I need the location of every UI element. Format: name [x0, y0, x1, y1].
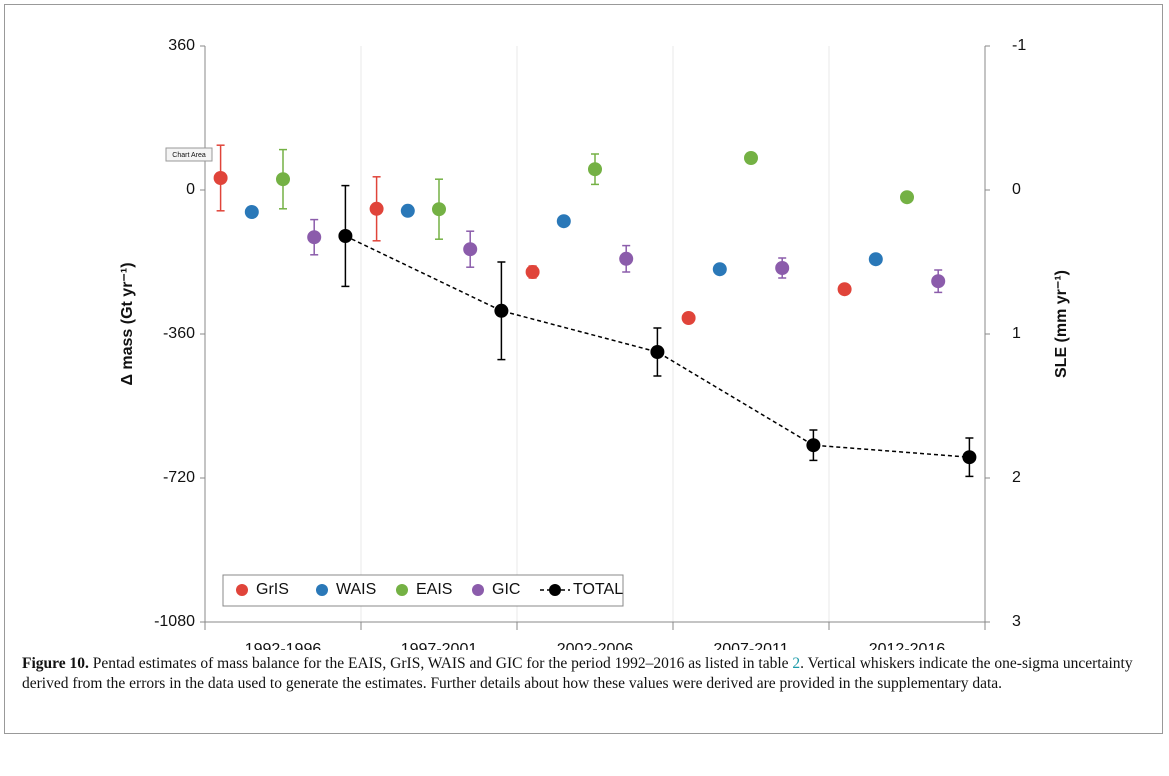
table-link[interactable]: 2: [792, 655, 801, 672]
legend-label: WAIS: [336, 581, 376, 598]
point: [806, 438, 821, 453]
point: [868, 252, 883, 267]
point: [494, 303, 509, 318]
y2-tick-label: 0: [1012, 181, 1021, 198]
caption-label: Figure 10.: [22, 655, 89, 672]
point: [650, 345, 665, 359]
legend-swatch: [549, 584, 561, 596]
point: [681, 311, 696, 325]
point: [369, 201, 384, 216]
point: [338, 229, 353, 243]
point: [432, 202, 446, 217]
x-tick-label: 2002-2006: [557, 641, 634, 650]
y2-tick-label: 2: [1012, 469, 1021, 486]
caption: Figure 10. Pentad estimates of mass bala…: [22, 654, 1147, 694]
legend-label: TOTAL: [573, 581, 623, 598]
chart: -1080 -720 -360 0 360 -1 0 1 2 3 1992-1996 1997-200…: [119, 37, 1070, 650]
point: [744, 151, 758, 165]
point: [775, 261, 790, 275]
tooltip: Chart Area: [172, 152, 206, 159]
x-tick-label: 2012-2016: [869, 641, 946, 650]
point: [307, 230, 322, 245]
point: [276, 172, 290, 187]
point: [463, 242, 478, 257]
legend-swatch: [472, 584, 484, 596]
figure-frame: [4, 4, 1163, 734]
series-line: [345, 235, 970, 458]
y2-tick-label: -1: [1012, 37, 1026, 54]
legend-swatch: [236, 584, 248, 596]
x-tick-label: 1992-1996: [245, 641, 322, 650]
y-tick-label: 360: [168, 37, 195, 54]
y-tick-label: -720: [163, 469, 195, 486]
point: [556, 214, 571, 229]
point: [931, 274, 946, 289]
y-tick-label: -360: [163, 325, 195, 342]
legend-swatch: [316, 584, 328, 596]
y2-tick-label: 1: [1012, 325, 1021, 342]
x-tick-label: 1997-2001: [401, 641, 478, 650]
y-tick-label: -1080: [154, 613, 195, 630]
point: [244, 205, 259, 219]
y2-tick-label: 3: [1012, 613, 1021, 630]
y-tick-label: 0: [186, 181, 195, 198]
point: [619, 251, 634, 266]
point: [712, 262, 727, 277]
point: [213, 171, 228, 185]
legend-label: EAIS: [416, 581, 452, 598]
point: [588, 162, 602, 177]
point: [525, 265, 540, 279]
point: [837, 282, 852, 297]
legend-swatch: [396, 584, 408, 596]
legend-label: GIC: [492, 581, 520, 598]
caption-text: Pentad estimates of mass balance for the…: [88, 655, 793, 672]
caption-text: . Vertical whiskers indicate the one-sig…: [22, 655, 1133, 692]
point: [400, 203, 415, 218]
legend-label: GrIS: [256, 581, 289, 598]
point: [962, 450, 977, 465]
tooltip-box: [165, 147, 213, 162]
point: [900, 190, 914, 205]
y-axis-label: Δ mass (Gt yr⁻¹): [119, 262, 136, 385]
x-tick-label: 2007-2011: [713, 641, 788, 650]
y2-axis-label: SLE (mm yr⁻¹): [1053, 270, 1070, 378]
